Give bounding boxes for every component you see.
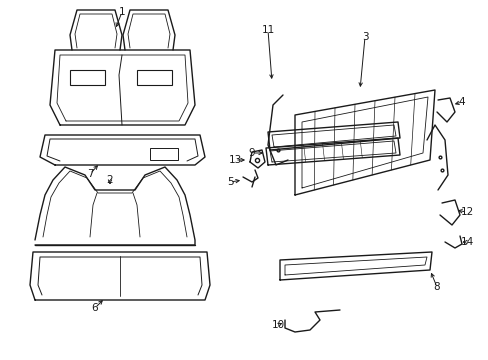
Text: 7: 7 bbox=[86, 169, 93, 179]
Text: 14: 14 bbox=[459, 237, 473, 247]
Text: 4: 4 bbox=[458, 97, 465, 107]
Text: 8: 8 bbox=[433, 282, 439, 292]
Text: 5: 5 bbox=[226, 177, 233, 187]
Text: 9: 9 bbox=[248, 148, 255, 158]
Text: 2: 2 bbox=[106, 175, 113, 185]
Text: 3: 3 bbox=[361, 32, 367, 42]
Text: 10: 10 bbox=[271, 320, 284, 330]
Text: 11: 11 bbox=[261, 25, 274, 35]
Text: 6: 6 bbox=[92, 303, 98, 313]
Text: 13: 13 bbox=[228, 155, 241, 165]
Text: 1: 1 bbox=[119, 7, 125, 17]
Text: 12: 12 bbox=[459, 207, 473, 217]
